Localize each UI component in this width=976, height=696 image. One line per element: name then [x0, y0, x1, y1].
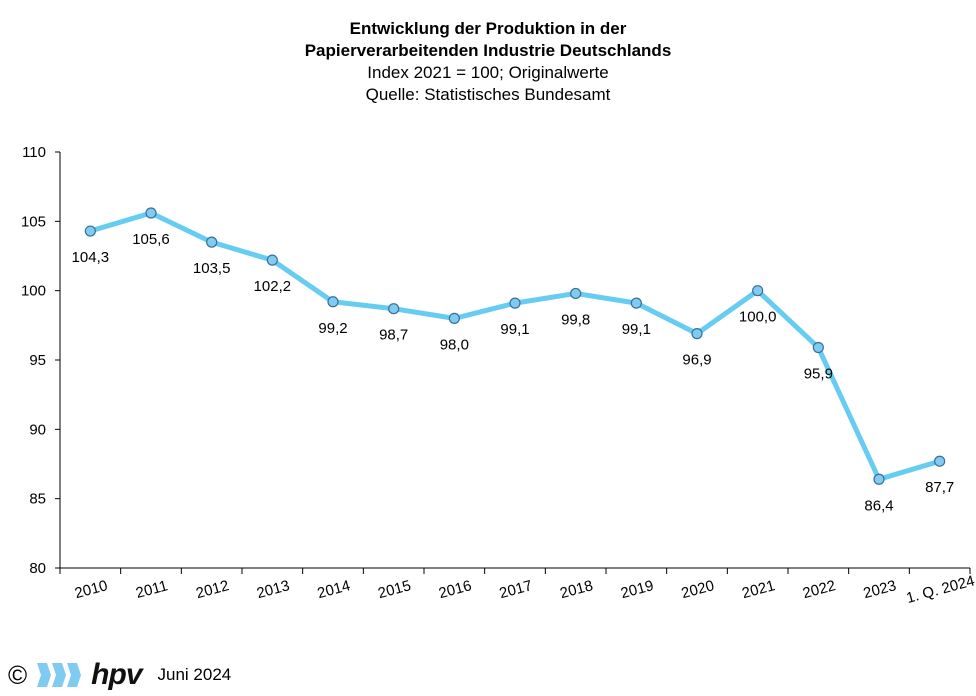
chart-title-line1: Entwicklung der Produktion in der — [349, 19, 627, 38]
x-tick-label: 2015 — [376, 577, 413, 602]
x-tick-label: 1. Q. 2024 — [904, 572, 976, 607]
data-point — [145, 207, 157, 219]
logo-stripe — [67, 663, 82, 687]
x-tick-label: 2013 — [255, 577, 292, 602]
data-point — [873, 473, 885, 485]
data-label: 98,7 — [379, 327, 408, 344]
x-tick-label: 2021 — [740, 577, 777, 602]
x-tick-label: 2023 — [862, 577, 899, 602]
data-point — [630, 297, 642, 309]
data-label: 86,4 — [864, 497, 893, 514]
x-tick-label: 2010 — [73, 577, 110, 602]
data-label: 99,1 — [622, 321, 651, 338]
data-label: 104,3 — [72, 249, 110, 266]
x-tick-label: 2022 — [801, 577, 838, 602]
y-tick-label: 110 — [22, 144, 46, 161]
data-point — [388, 303, 400, 315]
data-label: 100,0 — [739, 309, 777, 326]
footer: © hpv Juni 2024 — [8, 655, 231, 695]
data-point — [448, 312, 460, 324]
data-label: 102,2 — [254, 278, 292, 295]
data-point — [266, 254, 278, 266]
data-label: 87,7 — [925, 479, 954, 496]
data-label: 99,1 — [500, 321, 529, 338]
data-label: 95,9 — [804, 366, 833, 383]
series-line — [87, 210, 943, 482]
x-tick-label: 2018 — [558, 577, 595, 602]
data-point — [570, 287, 582, 300]
data-label: 99,8 — [561, 311, 590, 328]
chart-subtitle-line2: Quelle: Statistisches Bundesamt — [365, 85, 611, 104]
data-point — [691, 328, 703, 340]
data-point — [206, 236, 218, 248]
data-point — [327, 296, 339, 308]
y-tick-label: 105 — [21, 213, 46, 230]
hpv-logo-icon — [37, 663, 82, 687]
y-tick-label: 95 — [29, 352, 46, 369]
data-label: 99,2 — [318, 320, 347, 337]
x-tick-label: 2020 — [680, 577, 717, 602]
chart-titles: Entwicklung der Produktion in der Papier… — [0, 18, 976, 106]
data-point — [812, 341, 824, 354]
x-tick-label: 2019 — [619, 577, 656, 602]
y-tick-label: 100 — [21, 283, 46, 300]
copyright-symbol: © — [8, 660, 28, 690]
chart-title-line2: Papierverarbeitenden Industrie Deutschla… — [304, 41, 672, 60]
footer-date: Juni 2024 — [157, 665, 232, 684]
data-label: 103,5 — [193, 260, 231, 277]
brand-name: hpv — [91, 658, 142, 691]
logo-stripe — [52, 663, 67, 687]
data-label: 96,9 — [682, 352, 711, 369]
y-tick-label: 85 — [29, 491, 46, 508]
y-tick-label: 80 — [29, 560, 46, 577]
x-tick-label: 2017 — [498, 577, 535, 602]
chart-subtitle-line1: Index 2021 = 100; Originalwerte — [367, 63, 609, 82]
y-tick-label: 90 — [29, 421, 46, 438]
x-tick-label: 2014 — [316, 577, 353, 602]
data-point — [509, 297, 521, 309]
logo-stripe — [37, 663, 52, 687]
data-point — [752, 285, 764, 297]
data-label: 105,6 — [132, 231, 170, 248]
x-tick-label: 2011 — [134, 577, 170, 602]
data-point — [84, 225, 96, 237]
data-label: 98,0 — [440, 336, 469, 353]
data-point — [934, 455, 946, 467]
x-tick-label: 2016 — [437, 577, 474, 602]
x-tick-label: 2012 — [194, 577, 231, 602]
